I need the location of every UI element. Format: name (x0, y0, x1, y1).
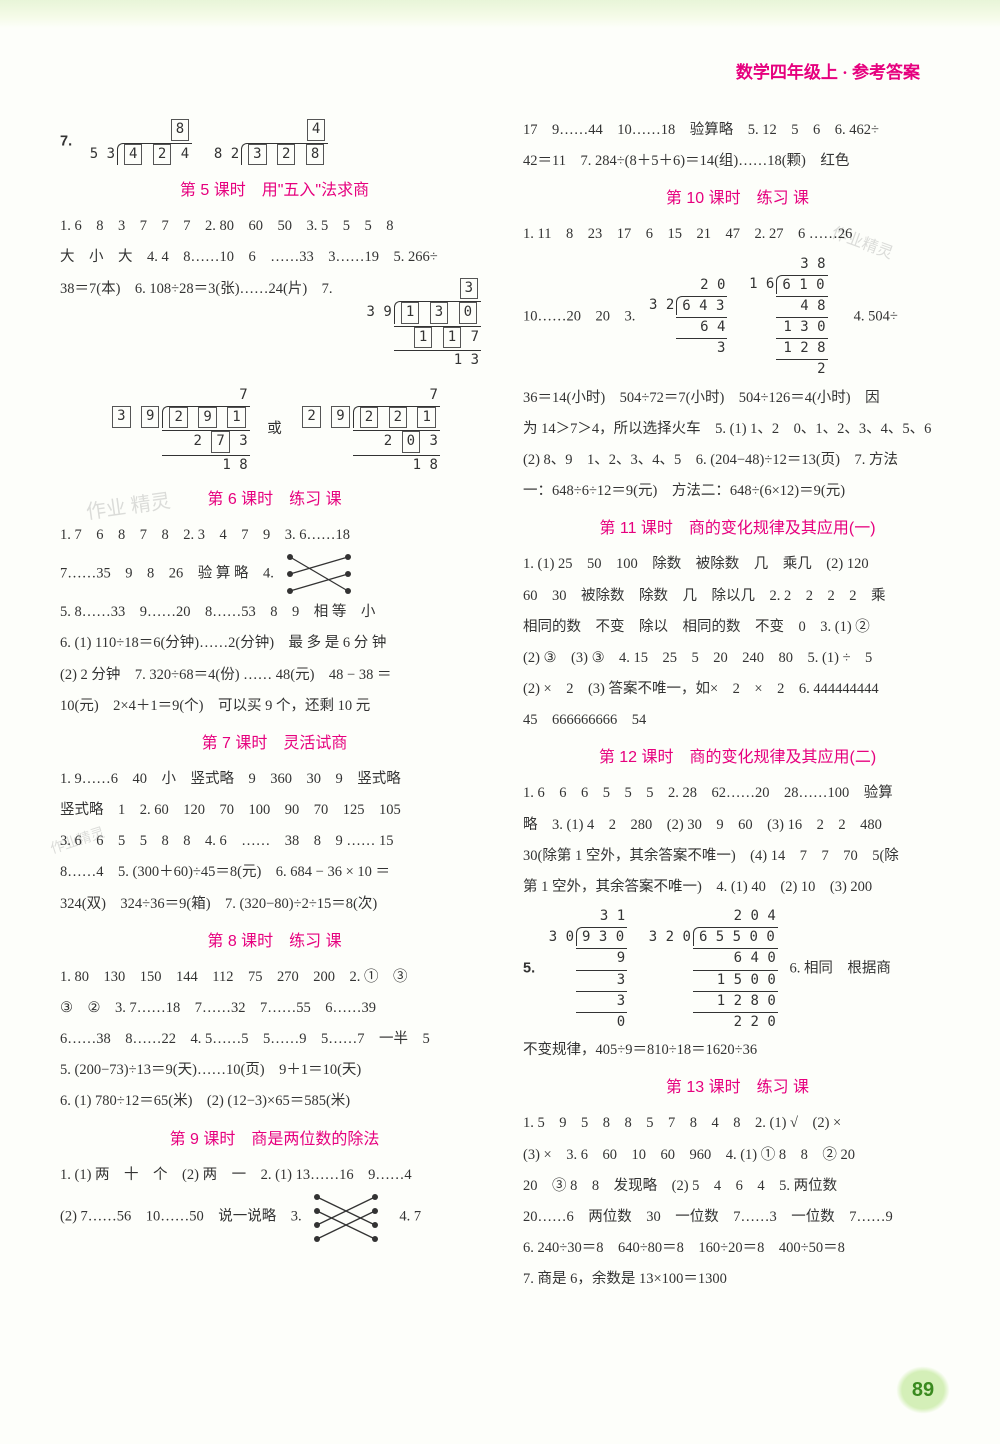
sec12-body: 1. 6 6 6 5 5 5 2. 28 62……20 28……100 验算 略… (523, 778, 952, 1066)
sec13-l6: 7. 商是 6，余数是 13×100＝1300 (523, 1271, 727, 1287)
sec7-title: 第 7 课时 灵活试商 (60, 730, 489, 758)
sec6-l4: (2) 2 分钟 7. 320÷68＝4(份) …… 48(元) 48 − 38… (60, 667, 391, 683)
twin-b: 7 2 9 2 2 1 2 0 3 1 8 (297, 384, 442, 477)
sec5-l3a: 38＝7(本) 6. 108÷28＝3(张)……24(片) 7. (60, 281, 333, 297)
sec10-title: 第 10 课时 练习 课 (523, 185, 952, 213)
rpre-1: 17 9……44 10……18 验算略 5. 12 5 6 6. 462÷ (523, 122, 879, 138)
sec12-title: 第 12 课时 商的变化规律及其应用(二) (523, 744, 952, 772)
sec10-l2a: 10……20 20 3. (523, 308, 639, 324)
rpre-2: 42＝11 7. 284÷(8＋5＋6)＝14(组)……18(颗) 红色 (523, 153, 849, 169)
right-pre: 17 9……44 10……18 验算略 5. 12 5 6 6. 462÷ 42… (523, 115, 952, 177)
sec8-body: 1. 80 130 150 144 112 75 270 200 2. ① ③ … (60, 962, 489, 1118)
sec12-l3: 30(除第 1 空外，其余答案不唯一) (4) 14 7 7 70 5(除 (523, 848, 899, 864)
sec12-div-b: 2 0 4 3 2 06 5 5 0 0 6 4 0 1 5 0 0 1 2 8… (645, 905, 780, 1033)
sec13-l4: 20……6 两位数 30 一位数 7……3 一位数 7……9 (523, 1209, 893, 1225)
sec8-l4: 5. (200−73)÷13＝9(天)……10(页) 9＋1＝10(天) (60, 1062, 361, 1078)
sec5-l1: 1. 6 8 3 7 7 7 2. 80 60 50 3. 5 5 5 8 (60, 218, 394, 234)
sec12-div-a: 3 1 3 09 3 0 9 3 3 0 (545, 905, 629, 1033)
page-number-badge: 89 (896, 1366, 950, 1414)
sec10-l6: 一：648÷6÷12＝9(元) 方法二：648÷(6×12)＝9(元) (523, 483, 845, 499)
sec10-div-b: 3 8 1 66 1 0 4 8 1 3 0 1 2 8 2 (745, 253, 829, 381)
sec5-twin-divs: 7 3 9 2 9 1 2 7 3 1 8 或 7 2 9 2 2 1 2 0 … (60, 382, 489, 479)
sec5-div7: 3 3 9 1 3 0 1 1 7 1 3 (363, 276, 483, 372)
sec9-body: 1. (1) 两 十 个 (2) 两 一 2. (1) 13……16 9……4 … (60, 1160, 489, 1243)
sec7-l1: 1. 9……6 40 小 竖式略 9 360 30 9 竖式略 (60, 771, 401, 787)
sec11-l6: 45 666666666 54 (523, 712, 646, 728)
sec6-title: 第 6 课时 练习 课 (60, 486, 489, 514)
sec10-l5: (2) 8、9 1、2、3、4、5 6. (204−48)÷12＝13(页) 7… (523, 452, 898, 468)
sec10-l1: 1. 11 8 23 17 6 15 21 47 2. 27 6 ……26 (523, 226, 852, 242)
sec7-l3: 3. 6 6 5 5 8 8 4. 6 …… 38 8 9 …… 15 (60, 833, 394, 849)
sec6-l1a: 1. 7 6 8 7 8 2. 3 4 7 9 3. 6……18 (60, 527, 350, 543)
sec6-l1b: 7……35 9 8 26 验 算 略 4. (60, 566, 278, 582)
sec5-l2: 大 小 大 4. 4 8……10 6 ……33 3……19 5. 266÷ (60, 249, 438, 265)
sec8-l3: 6……38 8……22 4. 5……5 5……9 5……7 一半 5 (60, 1031, 430, 1047)
sec11-l5: (2) × 2 (3) 答案不唯一，如× 2 × 2 6. 444444444 (523, 681, 879, 697)
sec9-l2a: (2) 7……56 10……50 说一说略 3. (60, 1208, 305, 1224)
sec10-body: 1. 11 8 23 17 6 15 21 47 2. 27 6 ……26 10… (523, 219, 952, 507)
sec12-div-label: 5. (523, 960, 535, 976)
sec12-l5: 不变规律，405÷9＝810÷18＝1620÷36 (523, 1042, 757, 1058)
sec12-l2: 略 3. (1) 4 2 280 (2) 30 9 60 (3) 16 2 2 … (523, 817, 882, 833)
sec11-l3: 相同的数 不变 除以 相同的数 不变 0 3. (1) ② (523, 619, 870, 635)
content-columns: 7. 8 5 3 4 2 4 4 8 2 3 2 8 第 5 课时 用"五入"法… (60, 115, 952, 1354)
sec6-l3: 6. (1) 110÷18＝6(分钟)……2(分钟) 最 多 是 6 分 钟 (60, 635, 386, 651)
left-column: 7. 8 5 3 4 2 4 4 8 2 3 2 8 第 5 课时 用"五入"法… (60, 115, 489, 1354)
sec10-l4: 为 14＞7＞4，所以选择火车 5. (1) 1、2 0、1、2、3、4、5、6 (523, 421, 931, 437)
sec11-l1: 1. (1) 25 50 100 除数 被除数 几 乘几 (2) 120 (523, 556, 869, 572)
longdiv-7a: 8 5 3 4 2 4 (86, 117, 194, 167)
sec8-l2: ③ ② 3. 7……18 7……32 7……55 6……39 (60, 1000, 376, 1016)
page-header-title: 数学四年级上 · 参考答案 (736, 58, 920, 88)
sec10-l3: 36＝14(小时) 504÷72＝7(小时) 504÷126＝4(小时) 因 (523, 390, 880, 406)
sec10-l2b: 4. 504÷ (839, 308, 898, 324)
sec9-l1: 1. (1) 两 十 个 (2) 两 一 2. (1) 13……16 9……4 (60, 1167, 412, 1183)
page-top-gradient (0, 0, 1000, 28)
sec12-tail: 6. 相同 根据商 (789, 960, 891, 976)
sec6-l2: 5. 8……33 9……20 8……53 8 9 相 等 小 (60, 604, 375, 620)
right-column: 17 9……44 10……18 验算略 5. 12 5 6 6. 462÷ 42… (523, 115, 952, 1354)
sec9-cross-icon (311, 1191, 381, 1243)
sec13-l2: (3) × 3. 6 60 10 60 960 4. (1) ① 8 8 ② 2… (523, 1147, 855, 1163)
sec6-body: 1. 7 6 8 7 8 2. 3 4 7 9 3. 6……18 7……35 9… (60, 520, 489, 722)
sec7-l4: 8……4 5. (300＋60)÷45＝8(元) 6. 684 − 36 × 1… (60, 864, 390, 880)
twin-a: 7 3 9 2 9 1 2 7 3 1 8 (107, 384, 252, 477)
sec7-l5: 324(双) 324÷36＝9(箱) 7. (320−80)÷2÷15＝8(次) (60, 896, 377, 912)
sec5-title: 第 5 课时 用"五入"法求商 (60, 177, 489, 205)
sec13-l1: 1. 5 9 5 8 8 5 7 8 4 8 2. (1) √ (2) × (523, 1115, 841, 1131)
sec8-title: 第 8 课时 练习 课 (60, 928, 489, 956)
sec10-div-a: 2 0 3 26 4 3 6 4 3 (645, 274, 729, 360)
sec7-body: 1. 9……6 40 小 竖式略 9 360 30 9 竖式略 竖式略 1 2.… (60, 764, 489, 920)
sec11-l4: (2) ③ (3) ③ 4. 15 25 5 20 240 80 5. (1) … (523, 650, 872, 666)
sec7-l2: 竖式略 1 2. 60 120 70 100 90 70 125 105 (60, 802, 401, 818)
sec6-cross-icon (284, 551, 354, 597)
item7-longdiv-row: 7. 8 5 3 4 2 4 4 8 2 3 2 8 (60, 115, 489, 169)
sec5-body: 1. 6 8 3 7 7 7 2. 80 60 50 3. 5 5 5 8 大 … (60, 211, 489, 478)
sec6-l5: 10(元) 2×4＋1＝9(个) 可以买 9 个，还剩 10 元 (60, 698, 370, 714)
sec8-l1: 1. 80 130 150 144 112 75 270 200 2. ① ③ (60, 969, 407, 985)
sec9-title: 第 9 课时 商是两位数的除法 (60, 1126, 489, 1154)
sec13-title: 第 13 课时 练习 课 (523, 1074, 952, 1102)
sec11-l2: 60 30 被除数 除数 几 除以几 2. 2 2 2 2 乘 (523, 588, 886, 604)
sec12-l1: 1. 6 6 6 5 5 5 2. 28 62……20 28……100 验算 (523, 785, 893, 801)
sec13-l3: 20 ③ 8 8 发现略 (2) 5 4 6 4 5. 两位数 (523, 1178, 837, 1194)
sec13-body: 1. 5 9 5 8 8 5 7 8 4 8 2. (1) √ (2) × (3… (523, 1108, 952, 1295)
sec9-l2b: 4. 7 (385, 1208, 421, 1224)
twin-sep: 或 (267, 421, 282, 437)
sec11-body: 1. (1) 25 50 100 除数 被除数 几 乘几 (2) 120 60 … (523, 549, 952, 736)
sec13-l5: 6. 240÷30＝8 640÷80＝8 160÷20＝8 400÷50＝8 (523, 1240, 845, 1256)
longdiv-7b: 4 8 2 3 2 8 (210, 117, 330, 167)
sec8-l5: 6. (1) 780÷12＝65(米) (2) (12−3)×65＝585(米) (60, 1093, 350, 1109)
sec11-title: 第 11 课时 商的变化规律及其应用(一) (523, 515, 952, 543)
sec12-l4: 第 1 空外，其余答案不唯一) 4. (1) 40 (2) 10 (3) 200 (523, 879, 872, 895)
